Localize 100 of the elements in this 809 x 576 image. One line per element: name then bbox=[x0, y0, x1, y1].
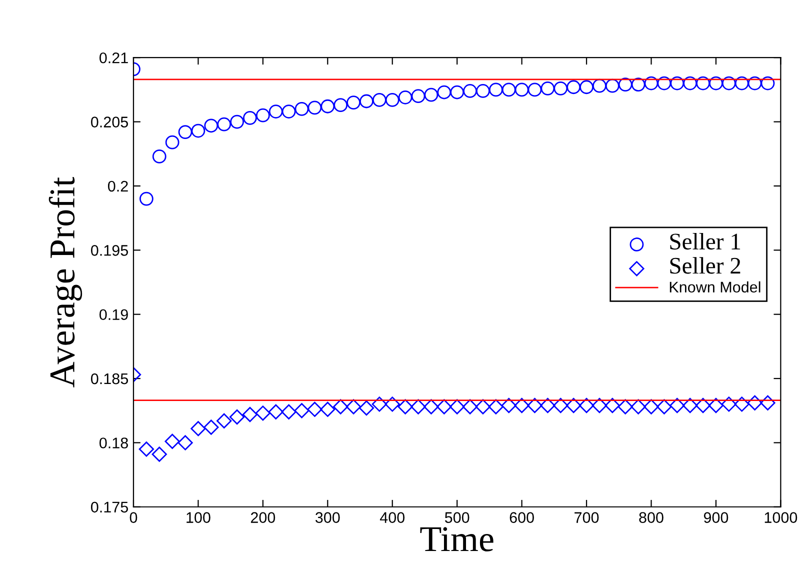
point bbox=[618, 78, 632, 92]
point bbox=[372, 93, 386, 107]
point bbox=[230, 114, 244, 129]
point bbox=[695, 398, 711, 414]
legend-label: Seller 2 bbox=[670, 257, 740, 274]
point bbox=[204, 118, 218, 133]
point bbox=[164, 434, 180, 449]
point bbox=[450, 85, 464, 100]
point bbox=[540, 398, 556, 414]
point bbox=[334, 98, 348, 112]
point bbox=[540, 81, 555, 96]
y-tick-label: 0.185 bbox=[90, 373, 128, 384]
point bbox=[178, 435, 193, 450]
point bbox=[358, 400, 374, 416]
point bbox=[631, 78, 646, 92]
point bbox=[294, 403, 310, 418]
point bbox=[580, 80, 594, 94]
point bbox=[437, 85, 452, 100]
point bbox=[178, 125, 192, 139]
point bbox=[410, 399, 426, 414]
point bbox=[683, 76, 698, 90]
point bbox=[424, 399, 439, 414]
point bbox=[256, 108, 270, 122]
point bbox=[268, 104, 283, 118]
y-tick-label: 0.2 bbox=[108, 180, 128, 192]
point bbox=[721, 396, 736, 412]
x-tick-label: 0 bbox=[130, 512, 138, 523]
x-axis-title: Time bbox=[420, 527, 494, 552]
point bbox=[255, 406, 270, 421]
point bbox=[722, 76, 736, 90]
point bbox=[360, 94, 374, 108]
x-tick-label: 1000 bbox=[764, 512, 798, 523]
point bbox=[229, 409, 245, 425]
y-tick-label: 0.175 bbox=[90, 502, 128, 513]
point bbox=[398, 90, 412, 104]
point bbox=[696, 76, 710, 90]
point bbox=[514, 82, 529, 97]
point bbox=[242, 406, 258, 422]
x-tick-label: 100 bbox=[186, 512, 210, 523]
y-tick-label: 0.18 bbox=[99, 438, 128, 448]
point bbox=[294, 102, 309, 116]
point bbox=[462, 399, 478, 414]
x-tick-label: 200 bbox=[250, 512, 276, 523]
x-tick-label: 500 bbox=[444, 512, 470, 523]
point bbox=[670, 76, 684, 90]
point bbox=[734, 396, 750, 412]
point bbox=[748, 76, 762, 90]
point bbox=[191, 124, 206, 138]
point bbox=[605, 78, 620, 93]
point bbox=[411, 89, 426, 104]
point bbox=[152, 149, 166, 164]
x-tick-label: 400 bbox=[380, 512, 405, 523]
x-tick-label: 900 bbox=[704, 512, 728, 523]
point bbox=[566, 80, 581, 94]
point bbox=[243, 110, 257, 125]
point bbox=[138, 442, 154, 457]
point bbox=[307, 402, 322, 417]
point bbox=[450, 399, 465, 414]
point bbox=[384, 396, 400, 412]
point bbox=[139, 192, 154, 206]
point bbox=[760, 395, 776, 410]
point bbox=[709, 76, 723, 90]
point bbox=[320, 402, 336, 417]
point bbox=[592, 78, 606, 93]
point bbox=[760, 76, 775, 90]
point bbox=[346, 96, 360, 110]
point bbox=[216, 413, 232, 428]
point bbox=[604, 398, 620, 414]
legend-label: Known Model bbox=[670, 281, 760, 293]
point bbox=[398, 399, 413, 414]
point bbox=[630, 399, 646, 414]
point bbox=[618, 399, 633, 414]
y-tick-label: 0.21 bbox=[99, 52, 128, 64]
point bbox=[644, 76, 658, 90]
y-axis-title: Average Profit bbox=[48, 176, 82, 388]
y-tick-label: 0.195 bbox=[90, 245, 128, 256]
point bbox=[476, 84, 490, 98]
point bbox=[152, 446, 167, 462]
point bbox=[217, 117, 232, 132]
point bbox=[682, 398, 698, 414]
point bbox=[320, 99, 335, 114]
point bbox=[670, 398, 685, 414]
x-tick-label: 600 bbox=[510, 512, 534, 523]
point bbox=[488, 82, 503, 97]
point bbox=[165, 135, 180, 150]
x-tick-label: 300 bbox=[315, 512, 340, 523]
point bbox=[644, 399, 659, 414]
point bbox=[268, 404, 284, 420]
point bbox=[747, 395, 762, 410]
point bbox=[204, 420, 219, 435]
point bbox=[463, 84, 477, 98]
point bbox=[528, 82, 542, 97]
point bbox=[346, 399, 362, 414]
point bbox=[734, 76, 749, 90]
point bbox=[708, 398, 724, 414]
y-tick-label: 0.19 bbox=[99, 309, 128, 320]
legend-label: Seller 1 bbox=[670, 232, 740, 250]
y-tick-label: 0.205 bbox=[90, 116, 128, 128]
point bbox=[554, 81, 568, 96]
point bbox=[308, 100, 322, 115]
